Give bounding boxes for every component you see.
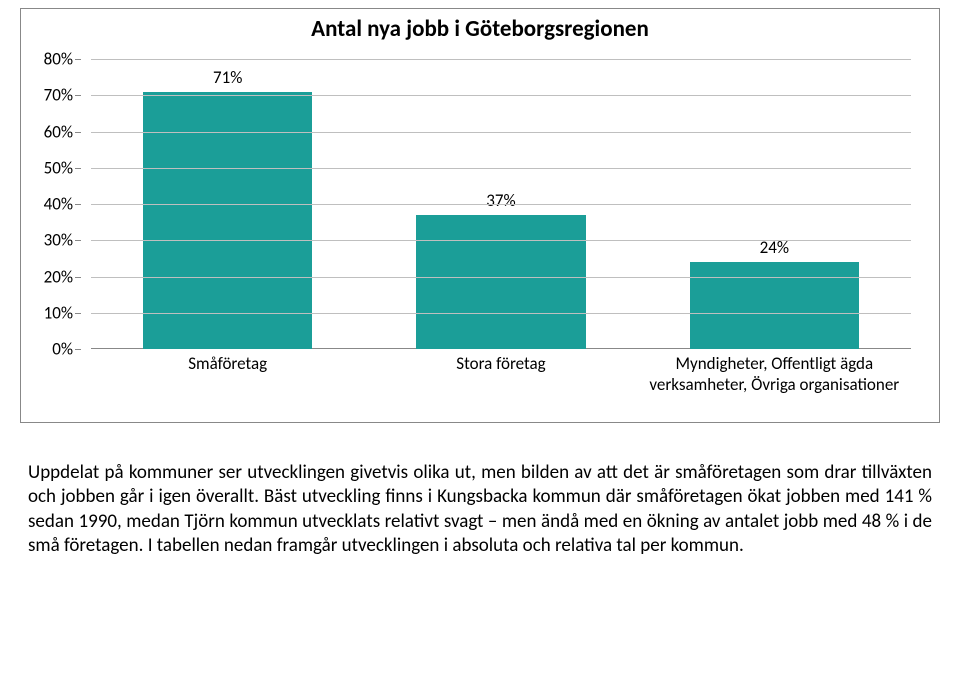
- gridline: [91, 95, 911, 96]
- y-tick-mark: [75, 277, 81, 278]
- chart-title: Antal nya jobb i Göteborgsregionen: [21, 15, 939, 43]
- y-tick-mark: [75, 168, 81, 169]
- y-tick-label: 80%: [44, 49, 73, 70]
- y-tick-mark: [75, 204, 81, 205]
- gridline: [91, 240, 911, 241]
- x-axis: SmåföretagStora företagMyndigheter, Offe…: [91, 353, 911, 396]
- y-tick-label: 40%: [44, 194, 73, 215]
- y-tick-mark: [75, 95, 81, 96]
- gridline: [91, 277, 911, 278]
- y-tick-mark: [75, 240, 81, 241]
- bar-value-label: 71%: [91, 67, 364, 88]
- body-paragraph: Uppdelat på kommuner ser utvecklingen gi…: [28, 461, 932, 558]
- y-tick-label: 30%: [44, 230, 73, 251]
- x-tick-label: Stora företag: [364, 353, 637, 396]
- y-tick-label: 60%: [44, 121, 73, 142]
- bar: [416, 215, 585, 349]
- y-tick-label: 10%: [44, 302, 73, 323]
- x-tick-label: Småföretag: [91, 353, 364, 396]
- paragraph-text: Uppdelat på kommuner ser utvecklingen gi…: [28, 461, 932, 558]
- plot-area: 71%37%24%: [91, 59, 911, 349]
- y-tick-mark: [75, 132, 81, 133]
- y-tick-mark: [75, 313, 81, 314]
- gridline: [91, 132, 911, 133]
- gridline: [91, 59, 911, 60]
- x-tick-label: Myndigheter, Offentligt ägda verksamhete…: [638, 353, 911, 396]
- y-tick-mark: [75, 349, 81, 350]
- y-tick-label: 20%: [44, 266, 73, 287]
- gridline: [91, 204, 911, 205]
- y-tick-mark: [75, 59, 81, 60]
- bar: [143, 92, 312, 349]
- y-tick-label: 70%: [44, 85, 73, 106]
- y-axis: 0%10%20%30%40%50%60%70%80%: [21, 59, 81, 349]
- bar-value-label: 37%: [364, 190, 637, 211]
- bar: [690, 262, 859, 349]
- bar-chart: Antal nya jobb i Göteborgsregionen 0% 10%…: [20, 8, 940, 423]
- gridline: [91, 313, 911, 314]
- gridline: [91, 168, 911, 169]
- y-tick-label: 0%: [52, 339, 73, 360]
- y-tick-label: 50%: [44, 157, 73, 178]
